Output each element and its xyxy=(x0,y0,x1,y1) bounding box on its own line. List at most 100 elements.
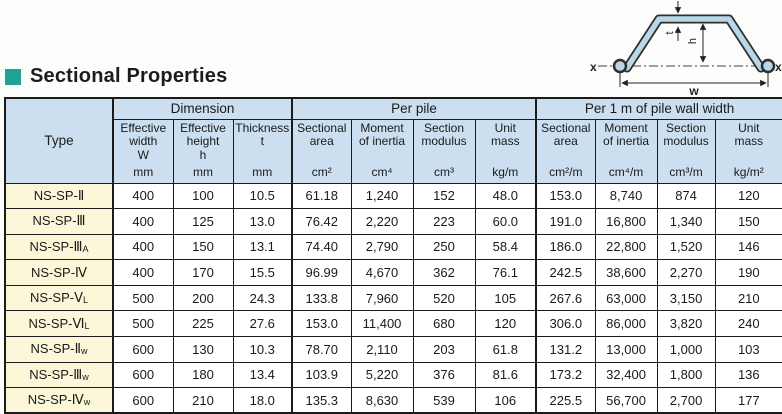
table-row: NS-SP-ⅥL 500 225 27.6 153.0 11,400 680 120 306.0… xyxy=(4,310,782,338)
value-cell: 15.5 xyxy=(232,259,293,286)
value-cell: 200 xyxy=(172,284,234,312)
table-row: NS-SP-Ⅱ 400 100 10.5 61.18 1,240 152 48.0 153.0 8… xyxy=(4,182,782,210)
value-cell: 152 xyxy=(412,182,476,210)
value-cell: 4,670 xyxy=(350,259,414,286)
table-head: Type Dimension Per pile Per 1 m of pile … xyxy=(4,97,782,184)
value-cell: 2,790 xyxy=(350,233,414,261)
column-label: Sectional area xyxy=(297,120,347,149)
value-cell: 1,240 xyxy=(350,182,414,210)
page-header: Sectional Properties t h w x x xyxy=(0,0,782,97)
column-header: Sectional area cm² xyxy=(291,118,352,184)
value-cell: 86,000 xyxy=(594,310,658,338)
type-column-header: Type xyxy=(4,97,114,184)
value-cell: 16,800 xyxy=(594,208,658,235)
type-cell: NS-SP-Ⅳ xyxy=(4,259,114,286)
value-cell: 539 xyxy=(412,387,476,414)
value-cell: 170 xyxy=(172,259,234,286)
type-sub-label: w xyxy=(82,371,89,382)
column-unit: mm xyxy=(252,164,273,179)
value-cell: 60.0 xyxy=(474,208,537,235)
value-cell: 76.1 xyxy=(474,259,537,286)
table-row: NS-SP-ⅢA 400 150 13.1 74.40 2,790 250 58.4 186.0… xyxy=(4,233,782,261)
group-header-dimension: Dimension xyxy=(111,97,293,120)
column-label: Moment of inertia xyxy=(603,120,650,149)
value-cell: 120 xyxy=(714,182,782,210)
value-cell: 362 xyxy=(412,259,476,286)
value-cell: 225.5 xyxy=(535,387,596,414)
type-sub-label: A xyxy=(82,243,89,254)
value-cell: 13.4 xyxy=(232,361,293,389)
value-cell: 61.8 xyxy=(474,336,537,363)
value-cell: 13.0 xyxy=(232,208,293,235)
column-header: Sectional area cm²/m xyxy=(535,118,596,184)
column-unit: cm³ xyxy=(434,164,455,179)
x-right-label: x xyxy=(775,60,782,74)
table-row: NS-SP-Ⅳ 400 170 15.5 96.99 4,670 362 76.1 242.5 3… xyxy=(4,259,782,286)
pile-core xyxy=(624,16,764,71)
column-unit: kg/m xyxy=(492,164,519,179)
value-cell: 267.6 xyxy=(535,284,596,312)
column-label: Section modulus xyxy=(663,120,709,149)
value-cell: 242.5 xyxy=(535,259,596,286)
value-cell: 38,600 xyxy=(594,259,658,286)
value-cell: 105 xyxy=(474,284,537,312)
value-cell: 2,110 xyxy=(350,336,414,363)
column-symbol: W xyxy=(137,148,149,163)
value-cell: 22,800 xyxy=(594,233,658,261)
value-cell: 27.6 xyxy=(232,310,293,338)
value-cell: 680 xyxy=(412,310,476,338)
type-sub-label: L xyxy=(82,295,88,306)
value-cell: 81.6 xyxy=(474,361,537,389)
value-cell: 24.3 xyxy=(232,284,293,312)
type-cell: NS-SP-Ⅳw xyxy=(4,387,114,414)
type-cell: NS-SP-Ⅱ xyxy=(4,182,114,210)
type-cell: NS-SP-ⅥL xyxy=(4,310,114,338)
value-cell: 874 xyxy=(656,182,716,210)
column-label: Effective height xyxy=(180,120,226,149)
table-row: NS-SP-Ⅲw 600 180 13.4 103.9 5,220 376 81.6 173.2… xyxy=(4,361,782,389)
value-cell: 78.70 xyxy=(291,336,352,363)
value-cell: 400 xyxy=(112,182,174,210)
table-body: NS-SP-Ⅱ 400 100 10.5 61.18 1,240 152 48.0 153.0 8… xyxy=(4,182,782,414)
value-cell: 13,000 xyxy=(594,336,658,363)
type-cell: NS-SP-Ⅲ xyxy=(4,208,114,235)
column-label: Sectional area xyxy=(541,120,591,149)
column-unit: cm³/m xyxy=(669,164,703,179)
value-cell: 3,150 xyxy=(656,284,716,312)
type-cell: NS-SP-ⅢA xyxy=(4,233,114,261)
sheet-pile-cross-section-diagram: t h w x x xyxy=(590,1,782,96)
value-cell: 400 xyxy=(112,259,174,286)
value-cell: 600 xyxy=(112,336,174,363)
column-label: Thickness xyxy=(235,120,290,135)
type-sub-label: w xyxy=(83,397,91,408)
column-header: Unit mass kg/m xyxy=(474,118,537,184)
column-label: Moment of inertia xyxy=(359,120,406,149)
column-header: Moment of inertia cm⁴ xyxy=(350,118,414,184)
column-label: Section modulus xyxy=(421,120,467,149)
value-cell: 250 xyxy=(412,233,476,261)
type-cell: NS-SP-Ⅱw xyxy=(4,336,114,363)
value-cell: 130 xyxy=(172,336,234,363)
column-unit: cm⁴/m xyxy=(608,164,644,179)
type-label: NS-SP-Ⅳ xyxy=(27,392,84,408)
value-cell: 146 xyxy=(714,233,782,261)
value-cell: 96.99 xyxy=(291,259,352,286)
type-label: NS-SP-Ⅳ xyxy=(30,264,88,280)
value-cell: 2,220 xyxy=(350,208,414,235)
column-symbol: h xyxy=(199,148,207,163)
column-header: Effective height h mm xyxy=(172,118,234,184)
type-label: NS-SP-Ⅲ xyxy=(32,213,86,229)
value-cell: 376 xyxy=(412,361,476,389)
value-cell: 173.2 xyxy=(535,361,596,389)
value-cell: 120 xyxy=(474,310,537,338)
left-interlock xyxy=(612,58,628,74)
value-cell: 10.5 xyxy=(232,182,293,210)
title-bullet-icon xyxy=(5,68,21,85)
table-row: NS-SP-ⅤL 500 200 24.3 133.8 7,960 520 105 267.6 6… xyxy=(4,284,782,312)
value-cell: 131.2 xyxy=(535,336,596,363)
column-unit: cm² xyxy=(311,164,332,179)
column-header: Section modulus cm³ xyxy=(412,118,476,184)
value-cell: 2,270 xyxy=(656,259,716,286)
column-unit: mm xyxy=(133,164,154,179)
value-cell: 1,000 xyxy=(656,336,716,363)
